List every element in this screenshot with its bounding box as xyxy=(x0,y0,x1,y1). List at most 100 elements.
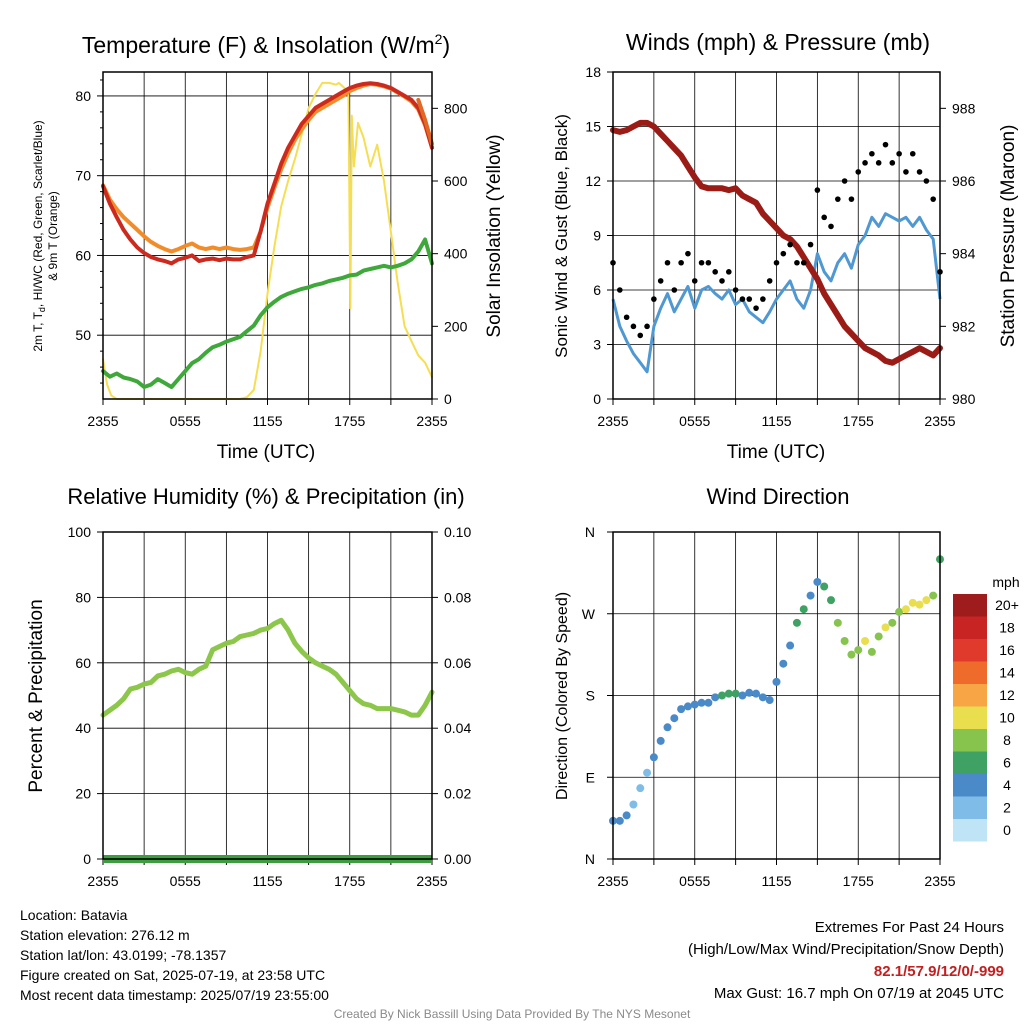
gust-point xyxy=(746,296,753,302)
series-pressure-line xyxy=(610,119,943,366)
series-rh-line xyxy=(100,617,435,718)
x-tick-label: 0555 xyxy=(170,873,201,889)
x-tick-label: 1155 xyxy=(761,413,791,429)
direction-point xyxy=(901,605,910,614)
gust-point xyxy=(794,259,800,266)
direction-point xyxy=(895,607,904,616)
legend-swatch xyxy=(953,819,987,842)
temperature-panel: Temperature (F) & Insolation (W/m2) 2355… xyxy=(31,31,505,463)
x-tick-label: 1755 xyxy=(843,873,874,889)
gust-point xyxy=(916,169,923,175)
gust-point xyxy=(800,259,807,266)
x-tick-label: 1155 xyxy=(761,873,791,889)
x-tick-label: 0555 xyxy=(170,413,201,429)
gust-point xyxy=(828,223,834,230)
legend-swatch xyxy=(953,774,987,797)
winds-xlabel: Time (UTC) xyxy=(727,442,826,463)
gust-point xyxy=(821,214,827,221)
direction-point xyxy=(656,736,665,745)
legend-label: 14 xyxy=(999,665,1015,681)
gust-point xyxy=(773,259,780,266)
gust-point xyxy=(869,150,875,157)
series-td-line xyxy=(101,237,434,389)
winds-title: Winds (mph) & Pressure (mb) xyxy=(626,29,930,55)
direction-point xyxy=(643,768,652,777)
gust-point xyxy=(766,278,773,284)
plot-frame xyxy=(102,531,433,860)
x-tick-label: 2355 xyxy=(597,413,628,429)
y-tick-label: 80 xyxy=(75,589,91,605)
extremes-title: Extremes For Past 24 Hours xyxy=(814,919,1004,936)
y-tick-label: 80 xyxy=(75,88,91,104)
created-text: Figure created on Sat, 2025-07-19, at 23… xyxy=(20,967,326,983)
speed-legend: mph 20+ 18 16 14 12 10 8 6 4 2 0 xyxy=(953,574,1020,842)
humidity-ylabel: Percent & Precipitation xyxy=(26,599,47,792)
y2-tick-label: 0.00 xyxy=(444,851,471,867)
plot-frame xyxy=(612,71,941,400)
legend-label: 2 xyxy=(1003,800,1011,816)
legend-label: 18 xyxy=(999,620,1015,636)
y2-tick-label: 600 xyxy=(444,173,468,189)
gust-point xyxy=(644,323,650,330)
gust-point xyxy=(909,150,916,157)
legend-swatch xyxy=(953,594,987,617)
direction-point xyxy=(840,637,849,645)
y-tick-label: W xyxy=(582,606,596,622)
gust-point xyxy=(657,278,664,284)
direction-point xyxy=(629,800,638,809)
x-tick-label: 1155 xyxy=(252,873,282,889)
gust-point xyxy=(814,187,821,193)
y2-tick-label: 980 xyxy=(952,391,976,407)
legend-label: 4 xyxy=(1003,777,1011,793)
y-tick-label: 40 xyxy=(75,720,91,736)
gust-point xyxy=(705,259,712,266)
gust-point xyxy=(617,287,623,293)
gust-point xyxy=(923,178,930,184)
y-tick-label: E xyxy=(586,769,595,785)
max-gust-text: Max Gust: 16.7 mph On 07/19 at 2045 UTC xyxy=(713,985,1004,1002)
legend-swatch xyxy=(953,639,987,662)
direction-point xyxy=(806,591,815,600)
location-text: Location: Batavia xyxy=(20,907,128,923)
y-tick-label: 60 xyxy=(75,655,91,671)
y2-tick-label: 986 xyxy=(952,173,976,189)
gust-point xyxy=(875,160,882,166)
legend-label: 6 xyxy=(1003,755,1011,771)
y2-tick-label: 0.06 xyxy=(444,655,471,671)
x-tick-label: 2355 xyxy=(924,873,955,889)
temperature-title: Temperature (F) & Insolation (W/m2) xyxy=(82,31,450,58)
legend-swatch xyxy=(953,751,987,774)
station-info: Location: Batavia Station elevation: 276… xyxy=(20,905,329,1005)
direction-point xyxy=(772,677,781,686)
y2-tick-label: 0.04 xyxy=(444,720,471,736)
direction-point xyxy=(677,705,686,714)
legend-swatch xyxy=(953,729,987,752)
gust-point xyxy=(671,287,678,293)
direction-point xyxy=(738,691,747,700)
gust-point xyxy=(623,314,630,321)
gust-point xyxy=(889,160,896,166)
legend-swatch xyxy=(953,661,987,684)
gust-point xyxy=(882,141,889,148)
x-tick-label: 2355 xyxy=(597,873,628,889)
direction-point xyxy=(854,646,863,655)
direction-point xyxy=(922,596,931,605)
gust-point xyxy=(787,241,793,248)
y-tick-label: N xyxy=(585,524,595,540)
extremes-info: Extremes For Past 24 Hours (High/Low/Max… xyxy=(688,917,1004,1005)
legend-swatch xyxy=(953,684,987,707)
y2-tick-label: 0.08 xyxy=(444,589,471,605)
direction-point xyxy=(786,641,795,650)
legend-label: 12 xyxy=(999,687,1015,703)
gust-point xyxy=(855,169,862,175)
y-tick-label: 15 xyxy=(585,119,601,135)
direction-point xyxy=(622,811,631,820)
gust-point xyxy=(678,259,684,266)
legend-label: 20+ xyxy=(995,597,1019,613)
gust-point xyxy=(712,269,718,275)
y2-tick-label: 200 xyxy=(444,318,468,334)
x-tick-label: 1755 xyxy=(334,413,365,429)
gust-point xyxy=(930,196,936,202)
y2-tick-label: 400 xyxy=(444,246,468,262)
